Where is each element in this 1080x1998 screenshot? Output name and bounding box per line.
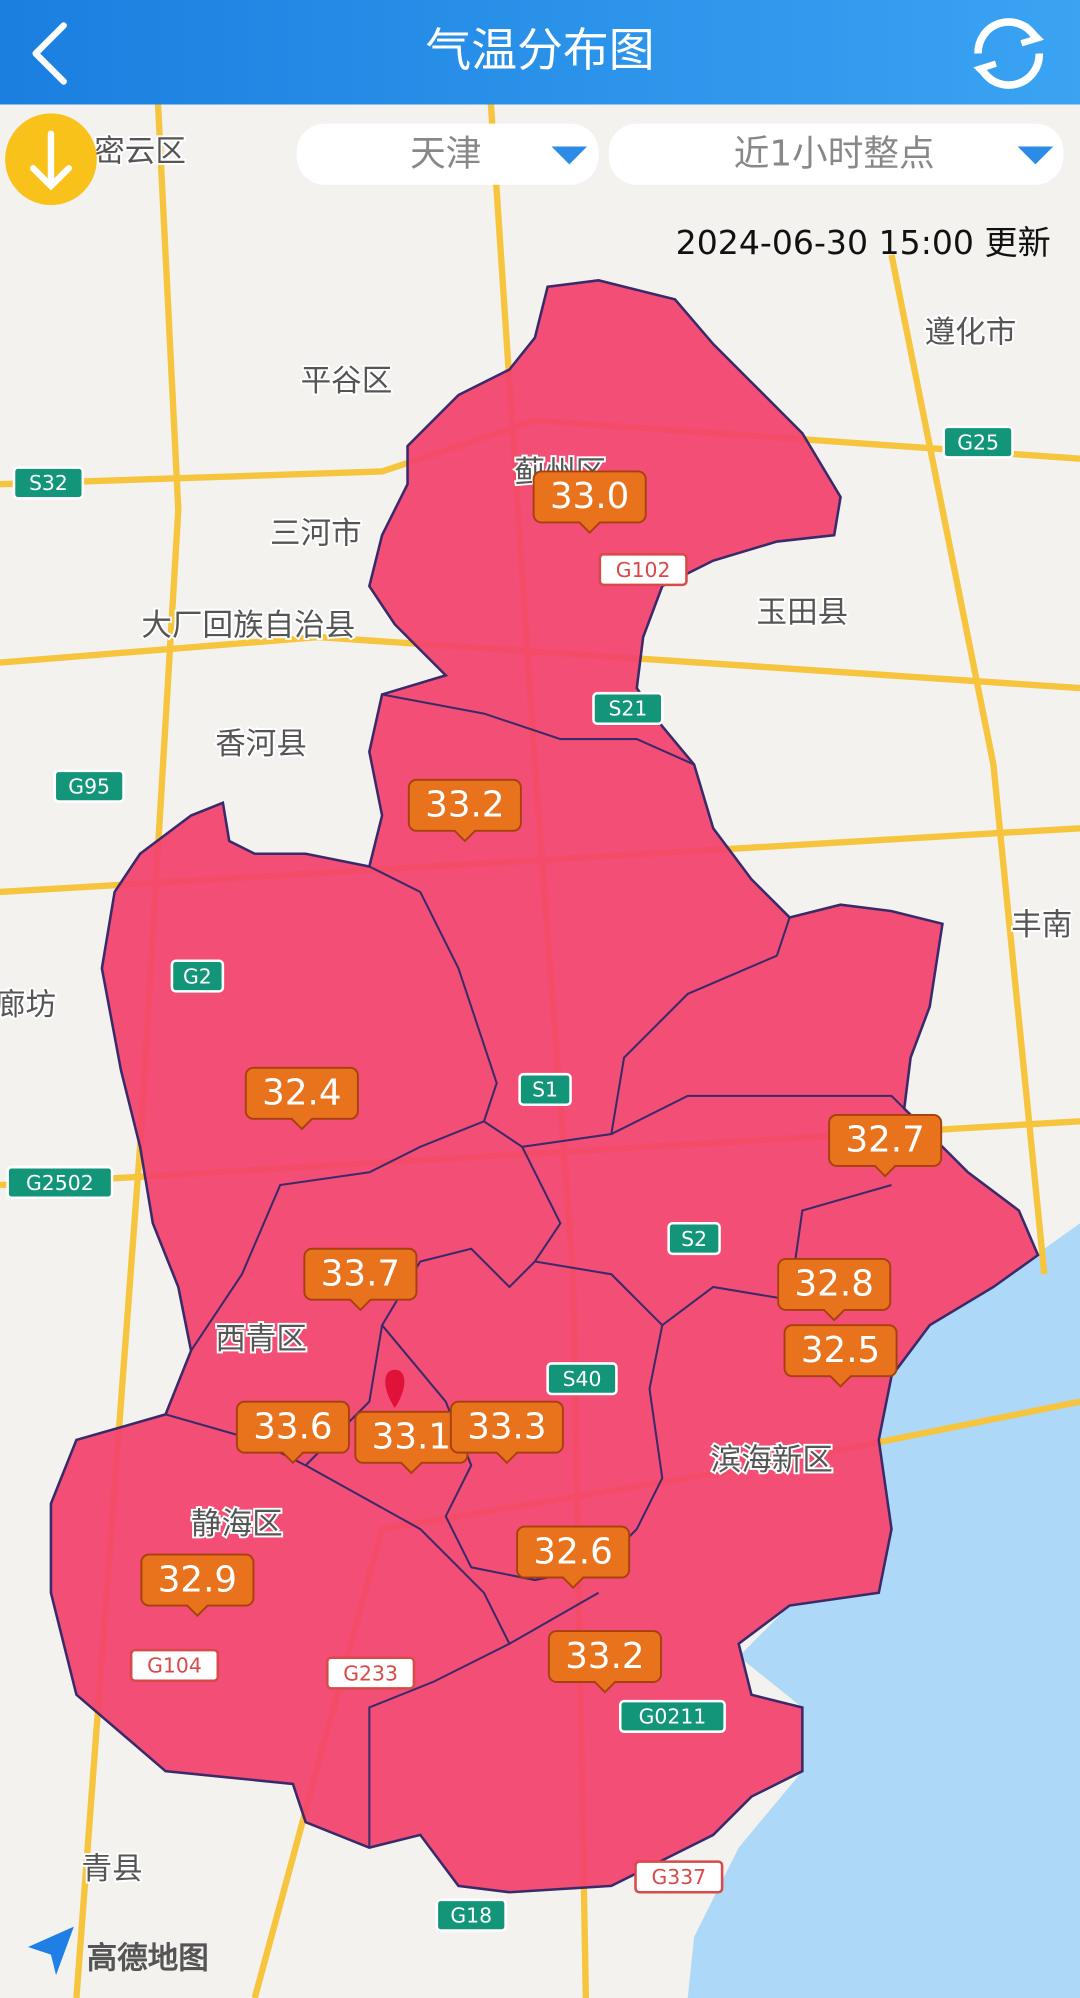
header-bar <box>0 0 1080 105</box>
amap-logo <box>28 1926 74 1976</box>
dropdown-arrow <box>1017 146 1054 165</box>
period-selector[interactable] <box>608 123 1064 185</box>
place-label: 三河市 <box>270 517 362 552</box>
road-badge <box>326 1656 416 1690</box>
place-label: 静海区 <box>191 1507 283 1542</box>
road-label: G0211 <box>639 1705 707 1729</box>
temperature-labels: 33.0 33.2 32.4 32.7 33.7 32.8 32.5 33.6 33.1 33.3… <box>140 470 943 1694</box>
download-icon <box>29 130 72 191</box>
temperature-badge <box>532 470 647 534</box>
temperature-value: 33.1 <box>372 1417 451 1458</box>
temperature-value: 32.5 <box>801 1330 880 1371</box>
road-badge <box>53 769 125 803</box>
road-label: S21 <box>608 697 647 721</box>
place-label: 滨海新区 <box>711 1443 833 1478</box>
road-badge <box>942 425 1014 459</box>
road-badge <box>170 959 225 993</box>
temperature-value: 33.2 <box>565 1636 644 1677</box>
region-text: 天津 <box>410 133 481 174</box>
temperature-badge <box>140 1553 255 1618</box>
road-badge <box>518 1072 572 1107</box>
temperature-badge <box>235 1400 350 1465</box>
region-selector[interactable] <box>296 123 599 185</box>
period-text: 近1小时整点 <box>734 133 935 174</box>
temperature-badge <box>407 778 522 843</box>
place-label: 丰南 <box>1011 908 1072 943</box>
road-badge <box>598 553 688 587</box>
road-labels: G25 S32 G102 S21 G95 G2 S1 G2502 S2 S40 G104 G233 G0… <box>6 425 1014 1932</box>
road-label: G104 <box>147 1654 202 1678</box>
header-title: 气温分布图 <box>425 23 654 77</box>
road-label: G102 <box>616 558 671 582</box>
place-label: 廊坊 <box>0 988 56 1023</box>
temperature-badge <box>303 1247 418 1312</box>
temperature-value: 33.2 <box>425 785 504 826</box>
road-label: G233 <box>343 1661 398 1685</box>
temperature-value: 33.7 <box>321 1254 400 1295</box>
road-label: G95 <box>68 774 110 798</box>
refresh-button[interactable] <box>973 18 1044 89</box>
road-badge <box>618 1699 726 1733</box>
temperature-value: 33.6 <box>253 1406 332 1447</box>
road-label: G2 <box>183 964 212 988</box>
place-label: 平谷区 <box>301 364 393 399</box>
temperature-badge <box>828 1113 943 1178</box>
road-badge <box>546 1362 618 1396</box>
temperature-value: 32.6 <box>533 1531 612 1572</box>
road-label: S40 <box>563 1367 602 1391</box>
location-pin <box>385 1369 405 1409</box>
road-badge <box>592 691 664 726</box>
temperature-value: 32.8 <box>795 1264 874 1305</box>
temperature-value: 32.7 <box>845 1120 924 1161</box>
place-label: 密云区 <box>94 134 186 169</box>
place-label: 香河县 <box>215 727 307 762</box>
road-badge <box>12 466 85 500</box>
place-label: 青县 <box>82 1852 143 1887</box>
temperature-badge <box>244 1066 359 1131</box>
dropdown-arrow <box>551 146 588 165</box>
road-badge <box>435 1898 507 1932</box>
road-badge <box>6 1165 114 1200</box>
road-label: S1 <box>532 1078 558 1102</box>
road-label: G25 <box>957 430 999 454</box>
temperature-badge <box>783 1324 898 1388</box>
place-label: 西青区 <box>215 1322 307 1357</box>
road-label: G18 <box>450 1903 492 1927</box>
temperature-value: 32.9 <box>158 1559 237 1600</box>
road-label: G2502 <box>26 1171 94 1195</box>
temperature-badge <box>777 1257 892 1322</box>
temperature-value: 33.3 <box>467 1406 546 1447</box>
place-label: 玉田县 <box>757 596 849 631</box>
sea <box>687 1223 1080 1998</box>
temperature-value: 33.0 <box>550 476 629 517</box>
back-button[interactable] <box>32 22 67 85</box>
road-badge <box>129 1648 220 1682</box>
road-label: S2 <box>681 1227 707 1251</box>
attribution: 高德地图 <box>87 1941 209 1976</box>
update-time: 2024-06-30 15:00 更新 <box>676 223 1051 262</box>
temperature-value: 32.4 <box>262 1073 341 1114</box>
temperature-badge <box>547 1630 662 1694</box>
road-label: G337 <box>651 1865 706 1889</box>
road-badge <box>634 1860 724 1894</box>
road-label: S32 <box>29 471 68 495</box>
temperature-badge <box>516 1525 631 1590</box>
place-label: 遵化市 <box>925 315 1017 350</box>
temperature-badge <box>449 1400 564 1465</box>
place-label: 大厂回族自治县 <box>141 608 355 643</box>
road-badge <box>667 1221 721 1256</box>
place-labels: 密云区平谷区三河市大厂回族自治县香河县遵化市玉田县丰南廊坊蓟州区西青区静海区滨海… <box>0 132 1074 1888</box>
